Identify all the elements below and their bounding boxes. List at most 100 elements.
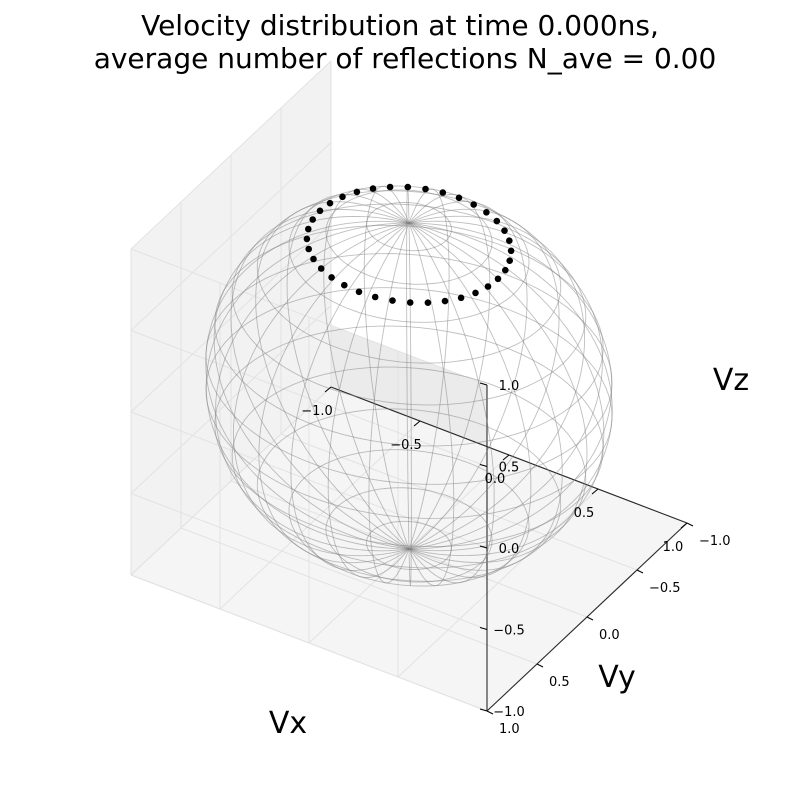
data-point [470,201,478,208]
data-point [339,193,346,201]
z-tick-label: 0.5 [499,461,520,476]
x-tick [502,454,510,461]
data-point [502,266,509,274]
data-point [369,185,377,192]
sphere-parallel [231,366,587,569]
data-point [316,207,324,215]
x-tick-label: 0.5 [574,506,595,521]
data-point [441,297,449,305]
z-tick [479,464,488,467]
sphere-parallel [288,185,530,323]
x-tick [413,420,421,427]
data-point [309,216,317,223]
sphere-meridian [408,188,450,550]
data-point [386,183,394,191]
data-point [406,299,414,306]
sphere-meridian [323,188,410,550]
sphere-parallel [366,520,452,570]
y-tick-label: 0.0 [599,628,620,643]
grid-line [130,330,488,467]
x-tick-label: −0.5 [390,438,422,453]
data-point [507,247,515,255]
sphere-parallel [205,287,613,519]
z-axis-label: Vz [713,363,749,398]
data-point [494,275,502,283]
grid-line [180,527,538,665]
data-point [404,183,412,191]
y-tick-label: −1.0 [699,534,731,549]
z-tick [479,627,488,630]
data-point [506,257,513,265]
y-tick [586,616,594,621]
data-point [310,255,317,263]
data-point [303,235,311,243]
x-tick-label: −1.0 [301,404,333,419]
sphere-meridian [327,222,410,578]
z-tick-label: −0.5 [493,624,525,639]
data-point [326,199,334,207]
grid-line [130,60,332,250]
sphere-parallel [214,325,604,548]
y-tick [536,663,544,668]
data-point [472,289,479,297]
y-tick-label: 0.5 [549,675,570,690]
axis-ticks: −1.0−1.0−1.0−0.5−0.5−0.50.00.00.00.50.50… [301,379,730,737]
y-tick-label: 1.0 [499,722,520,737]
x-tick-label: 0.0 [485,472,506,487]
data-point [493,217,501,225]
data-point [506,237,513,244]
grid-line [130,248,488,386]
sphere-parallel [231,203,587,406]
y-tick [486,710,494,715]
y-axis-label: Vy [598,660,635,695]
sphere-parallel [288,449,530,587]
sphere-parallel [325,487,493,583]
data-point [371,293,379,301]
chart-title-line-2: average number of reflections N_ave = 0.… [94,42,717,75]
data-point [455,194,463,202]
z-tick-label: −1.0 [493,705,525,720]
y-tick [636,569,644,574]
sphere-meridian [363,185,410,550]
sphere-parallel [256,190,562,364]
data-point [484,283,492,290]
z-tick [479,545,488,549]
data-point [389,297,396,304]
chart-title: Velocity distribution at time 0.000ns, a… [94,9,717,75]
grid-line [397,488,599,678]
data-point [317,265,325,272]
chart-title-line-1: Velocity distribution at time 0.000ns, [141,9,659,42]
x-tick [680,522,688,529]
x-tick-label: 1.0 [663,540,684,555]
data-point [483,209,490,216]
z-tick-label: 0.0 [499,542,520,557]
axis-labels: Vx Vy Vz [269,363,749,741]
x-axis-label: Vx [269,706,307,741]
data-point [353,188,361,196]
grid-line [130,574,488,712]
data-point [328,274,335,281]
sphere-meridian [408,222,495,584]
data-point [422,185,429,193]
z-tick [479,708,488,712]
scatter-points [303,183,515,307]
sphere-meridian [205,220,410,550]
data-point [355,288,363,296]
sphere-parallel [366,202,452,252]
data-point [341,281,348,289]
data-point [439,189,447,196]
data-point [457,294,465,302]
x-tick [591,488,599,495]
sphere-parallel [256,408,562,582]
data-point [305,225,312,233]
y-tick-label: −0.5 [649,581,681,596]
grid-line [130,142,332,331]
z-tick-label: 1.0 [499,379,520,394]
sphere-parallel [205,253,613,485]
data-point [424,299,432,307]
sphere-meridian [408,222,613,552]
sphere-meridian [368,222,410,584]
x-tick [324,386,332,393]
data-point [501,227,508,234]
